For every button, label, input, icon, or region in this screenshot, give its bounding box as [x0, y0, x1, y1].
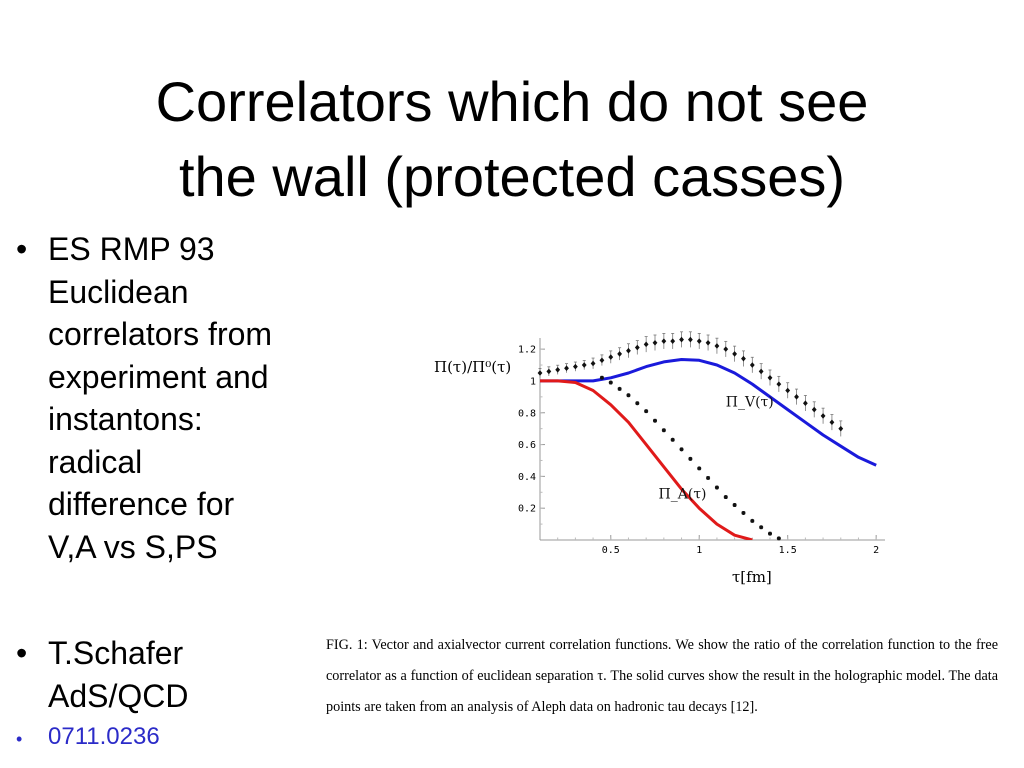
data-point-diamond [732, 351, 738, 357]
data-point-star [599, 375, 604, 380]
data-point-diamond [838, 425, 844, 432]
y-tick-label: 1 [530, 376, 536, 387]
data-point-diamond [617, 351, 623, 357]
chart-labels: 0.2 0.4 0.6 0.8 1 1.2 0.5 1 1.5 2 Π_V(τ) Π_A(τ) [518, 345, 879, 556]
data-point-star [776, 536, 781, 541]
data-point-diamond [794, 394, 799, 400]
data-point-star [644, 409, 649, 414]
series-label: Π_V(τ) [726, 394, 774, 410]
bullet-dot: • [16, 231, 28, 267]
data-point-diamond [555, 367, 561, 373]
x-axis-label: τ[fm] [732, 568, 772, 586]
data-point-star [759, 525, 764, 530]
chart-axes [539, 338, 885, 541]
correlator-chart: 0.2 0.4 0.6 0.8 1 1.2 0.5 1 1.5 2 Π_V(τ) Π_A(τ) Π(τ… [434, 331, 885, 586]
arxiv-link[interactable]: 0711.0236 [48, 723, 160, 750]
data-point-star [706, 475, 711, 480]
bullet-text-line: radical [48, 443, 143, 480]
bullet-text-line: instantons: [48, 401, 203, 437]
data-point-diamond [723, 346, 729, 352]
series-line-0 [540, 358, 877, 467]
data-point-star [723, 495, 728, 500]
y-tick-label: 1.2 [518, 345, 536, 356]
data-point-diamond [564, 365, 569, 372]
data-point-diamond [634, 344, 640, 351]
x-tick-label: 1.5 [779, 545, 797, 556]
data-point-diamond [758, 368, 764, 375]
y-axis-label: Π(τ)/Π⁰(τ) [434, 358, 511, 376]
bullet-text-line: correlators from [48, 316, 273, 352]
data-point-star [653, 418, 657, 423]
bullet-text-line: difference for [48, 486, 235, 522]
data-point-diamond [572, 363, 578, 370]
x-tick-label: 1 [696, 545, 702, 556]
bullet-text-line: V,A vs S,PS [48, 528, 218, 565]
data-point-diamond [811, 406, 817, 413]
bullet-text-line: Euclidean [48, 273, 189, 310]
chart-series [537, 331, 877, 541]
data-point-star [670, 437, 675, 442]
slide-title: Correlators which do not see the wall (p… [0, 64, 1024, 214]
data-point-star [679, 447, 684, 452]
x-tick-label: 0.5 [602, 545, 620, 556]
data-point-star [635, 401, 640, 406]
data-point-diamond [652, 339, 658, 346]
data-point-diamond [696, 338, 702, 344]
data-point-diamond [776, 381, 782, 387]
data-point-diamond [670, 338, 676, 344]
data-point-diamond [802, 400, 808, 407]
data-point-diamond [749, 362, 755, 368]
data-point-diamond [767, 374, 773, 381]
data-point-diamond [599, 357, 605, 364]
bullet-item-arxiv[interactable]: • 0711.0236 [10, 722, 378, 752]
y-tick-label: 0.6 [518, 440, 536, 451]
bullet-text-line: AdS/QCD [48, 677, 189, 714]
data-point-star [688, 456, 693, 461]
data-point-diamond [820, 413, 826, 419]
bullet-dot: • [16, 729, 23, 749]
data-point-diamond [741, 355, 746, 362]
bullet-dot: • [16, 635, 28, 671]
data-point-diamond [661, 338, 667, 344]
figure-caption: FIG. 1: Vector and axialvector current c… [326, 637, 998, 715]
slide-title-line-2: the wall (protected casses) [178, 145, 846, 208]
y-tick-label: 0.4 [518, 472, 536, 483]
data-point-diamond [687, 336, 693, 343]
data-point-diamond [590, 360, 596, 367]
bullet-item-es-rmp: • ES RMP 93 Euclidean correlators from e… [10, 228, 378, 568]
series-line-1 [540, 379, 753, 540]
data-point-diamond [785, 387, 791, 394]
data-point-star [732, 503, 737, 508]
bullet-item-schafer: • T.Schafer AdS/QCD [10, 632, 378, 717]
data-point-star [626, 393, 631, 398]
data-point-diamond [829, 419, 835, 426]
data-point-star [714, 485, 719, 490]
data-point-star [617, 386, 622, 391]
data-point-star [750, 518, 755, 523]
data-point-star [608, 380, 613, 385]
data-point-star [661, 428, 666, 433]
data-point-diamond [537, 370, 543, 376]
data-point-diamond [643, 341, 649, 348]
bullet-text-line: experiment and [48, 358, 269, 395]
x-tick-label: 2 [873, 545, 879, 556]
data-point-diamond [608, 354, 614, 360]
data-point-diamond [679, 336, 684, 343]
data-point-diamond [714, 343, 720, 349]
data-point-diamond [626, 347, 631, 354]
bullet-text-line: ES RMP 93 [48, 231, 215, 267]
slide-title-line-1: Correlators which do not see [155, 70, 869, 133]
bullet-text-line: T.Schafer [48, 635, 184, 671]
y-tick-label: 0.8 [518, 408, 536, 419]
y-tick-label: 0.2 [518, 504, 536, 515]
data-point-star [697, 466, 702, 471]
data-point-diamond [705, 339, 711, 346]
data-point-star [768, 531, 772, 536]
data-point-star [741, 510, 746, 515]
data-point-diamond [546, 368, 552, 375]
series-label: Π_A(τ) [659, 487, 707, 503]
data-point-diamond [581, 362, 587, 368]
